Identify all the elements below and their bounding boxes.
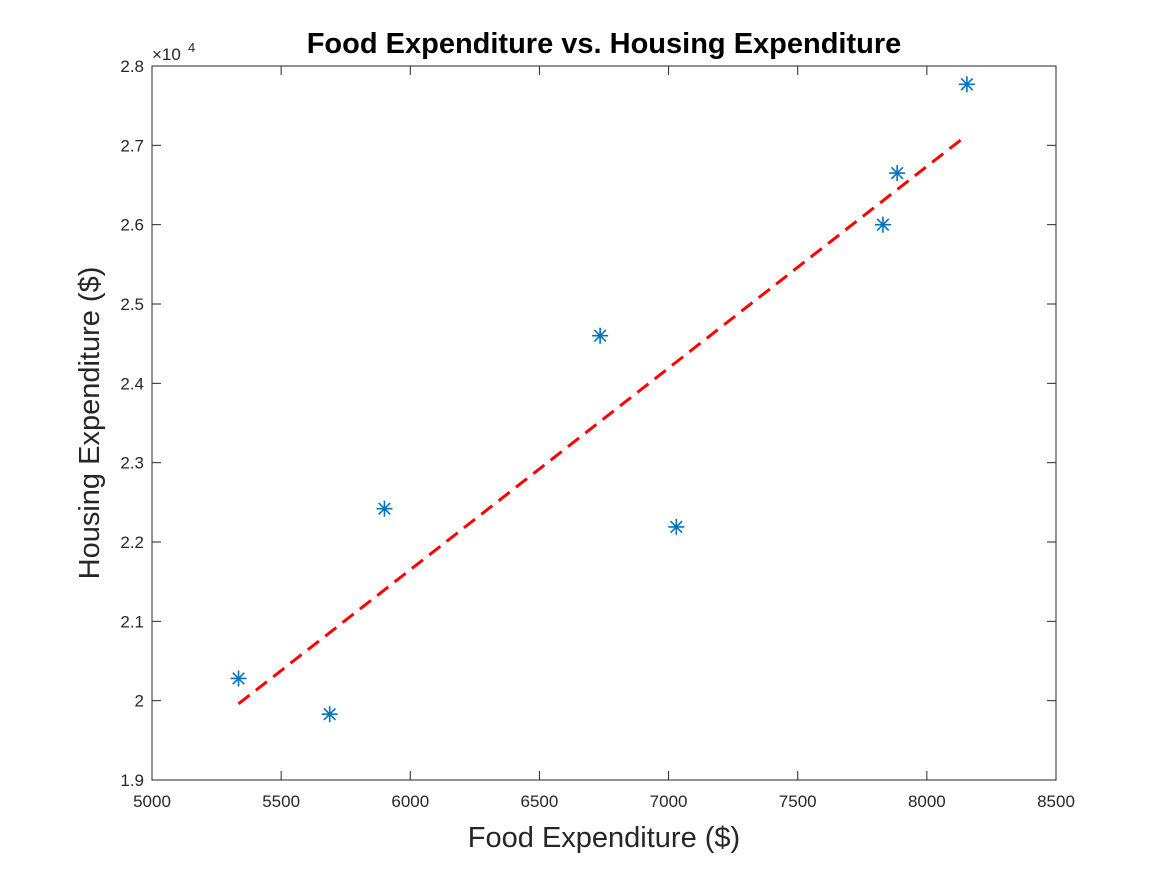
y-tick-label: 2.3	[120, 454, 144, 473]
x-tick-label: 5500	[262, 792, 300, 811]
y-tick-label: 2.1	[120, 612, 144, 631]
y-axis-label: Housing Expenditure ($)	[74, 267, 106, 580]
data-point	[376, 500, 393, 517]
data-point	[874, 216, 891, 233]
y-tick-label: 2	[135, 692, 144, 711]
chart-title: Food Expenditure vs. Housing Expenditure	[307, 28, 902, 60]
y-tick-label: 2.6	[120, 216, 144, 235]
data-point	[321, 706, 338, 723]
y-tick-label: 2.7	[120, 136, 144, 155]
x-tick-label: 8000	[908, 792, 946, 811]
data-point	[889, 165, 906, 182]
y-tick-label: 1.9	[120, 771, 144, 790]
x-tick-label: 6000	[391, 792, 429, 811]
x-tick-label: 6500	[521, 792, 559, 811]
y-tick-label: 2.8	[120, 57, 144, 76]
x-tick-label: 8500	[1037, 792, 1075, 811]
x-axis-label: Food Expenditure ($)	[468, 822, 740, 854]
data-point	[958, 76, 975, 93]
data-point	[230, 670, 247, 687]
data-point	[592, 327, 609, 344]
y-tick-label: 2.4	[120, 374, 144, 393]
y-axis-ticks: 1.9 2 2.1 2.2 2.3 2.4 2.5 2.6 2.7 2.8	[120, 57, 1056, 790]
x-axis-ticks: 5000 5500 6000 6500 7000 7500 8000 8500	[133, 66, 1075, 811]
x-tick-label: 5000	[133, 792, 171, 811]
data-point	[668, 518, 685, 535]
x-tick-label: 7500	[779, 792, 817, 811]
y-tick-label: 2.5	[120, 295, 144, 314]
y-axis-exponent-base: ×10	[152, 45, 181, 64]
y-tick-label: 2.2	[120, 533, 144, 552]
y-axis-exponent-power: 4	[188, 40, 195, 55]
data-points-layer	[230, 76, 975, 723]
x-tick-label: 7000	[650, 792, 688, 811]
